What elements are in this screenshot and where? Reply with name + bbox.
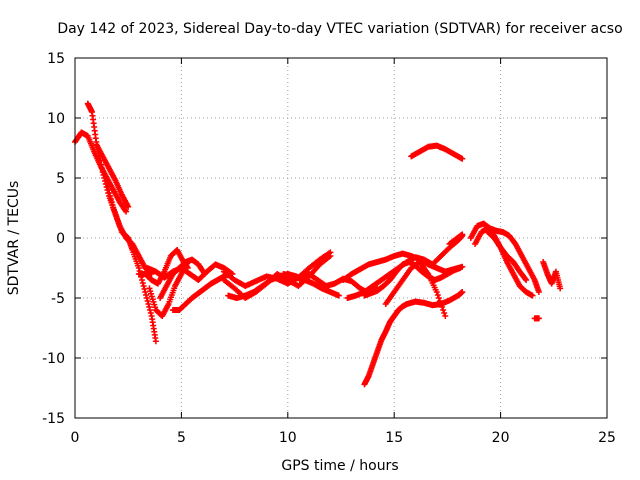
series-arc-25 xyxy=(540,259,564,292)
series-arc-16 xyxy=(361,259,464,299)
data-point xyxy=(535,289,542,295)
plot-frame xyxy=(74,57,608,419)
series-arc-24 xyxy=(531,315,542,322)
data-point xyxy=(108,199,115,205)
data-point xyxy=(529,292,536,299)
grid xyxy=(75,58,607,418)
data-point xyxy=(143,292,150,298)
x-tick-label: 0 xyxy=(71,430,80,446)
x-tick-label: 25 xyxy=(598,430,616,446)
axis-ticks: 0 5 10 15 20 25 -15 -10 -5 0 5 10 15 xyxy=(42,51,616,446)
data-point xyxy=(440,307,447,313)
data-point xyxy=(201,271,208,277)
data-point xyxy=(122,207,129,214)
data-point xyxy=(145,301,152,307)
series-arc-20 xyxy=(446,231,466,247)
data-point xyxy=(99,169,106,175)
data-point xyxy=(201,269,208,276)
y-tick-label: -5 xyxy=(51,291,65,307)
data-point xyxy=(101,175,108,181)
data-point xyxy=(142,289,149,295)
data-point xyxy=(139,280,146,286)
data-point xyxy=(125,203,132,210)
y-tick-label: 5 xyxy=(56,171,65,187)
y-tick-label: 10 xyxy=(47,111,65,127)
data-point xyxy=(441,310,448,316)
data-point xyxy=(327,253,334,259)
data-point xyxy=(457,265,464,271)
data-point xyxy=(98,161,105,168)
data-point xyxy=(107,193,114,199)
series-arc-7 xyxy=(146,259,191,319)
series-arc-8 xyxy=(157,256,208,301)
data-point xyxy=(335,292,342,299)
data-point xyxy=(103,181,110,187)
x-tick-label: 10 xyxy=(279,430,297,446)
series-arc-12 xyxy=(225,271,342,301)
data-point xyxy=(522,275,529,282)
data-point xyxy=(435,295,442,301)
data-point xyxy=(144,298,151,304)
data-point xyxy=(557,285,564,292)
series-arc-13 xyxy=(280,271,381,297)
y-tick-label: -15 xyxy=(42,411,65,427)
x-tick-label: 20 xyxy=(492,430,510,446)
data-point xyxy=(98,165,105,172)
series-arc-18 xyxy=(382,259,449,319)
data-point xyxy=(152,338,159,345)
data-point xyxy=(135,265,142,271)
data-point xyxy=(123,208,130,215)
data-point xyxy=(146,304,153,310)
data-point xyxy=(100,172,107,178)
data-point xyxy=(105,187,112,193)
data-point xyxy=(139,277,146,283)
data-point xyxy=(523,277,530,283)
data-point xyxy=(438,301,445,307)
data-point xyxy=(535,315,542,322)
series-arc-4 xyxy=(103,181,155,277)
data-point xyxy=(147,307,154,313)
data-point xyxy=(459,155,466,162)
data-point xyxy=(109,202,116,208)
y-tick-label: -10 xyxy=(42,351,65,367)
data-point xyxy=(442,313,449,319)
data-point xyxy=(459,289,466,295)
series-arc-23 xyxy=(484,229,530,283)
series-arc-3 xyxy=(93,141,132,210)
data-point xyxy=(433,289,440,295)
series-arc-17 xyxy=(361,289,466,388)
x-tick-label: 15 xyxy=(385,430,403,446)
data-point xyxy=(106,190,113,196)
data-point xyxy=(143,295,150,301)
data-point xyxy=(436,298,443,304)
series-arc-19 xyxy=(408,142,466,162)
y-tick-label: 0 xyxy=(56,231,65,247)
y-axis-label: SDTVAR / TECUs xyxy=(6,181,22,296)
data-point xyxy=(141,286,148,292)
data-point xyxy=(104,184,111,190)
data-point xyxy=(439,304,446,310)
chart-title: Day 142 of 2023, Sidereal Day-to-day VTE… xyxy=(57,21,622,37)
data-point xyxy=(140,283,147,289)
x-tick-label: 5 xyxy=(177,430,186,446)
series-arc-21 xyxy=(467,220,542,295)
y-tick-label: 15 xyxy=(47,51,65,67)
data-point xyxy=(107,196,114,202)
data-point xyxy=(147,310,154,316)
data-point xyxy=(434,292,441,298)
data-point xyxy=(459,231,466,238)
plot-area xyxy=(72,100,564,388)
x-axis-label: GPS time / hours xyxy=(281,458,398,474)
series-arc-2 xyxy=(84,100,159,345)
